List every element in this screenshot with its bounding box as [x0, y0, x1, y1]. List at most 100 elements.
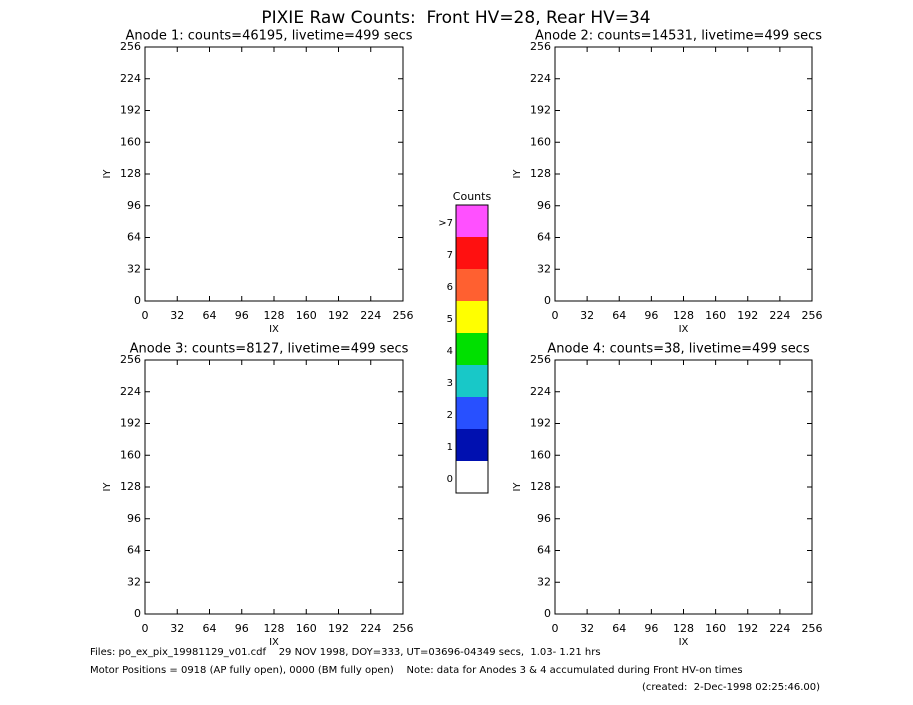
- colorbar-label: 6: [447, 282, 453, 293]
- colorbar-label: 3: [447, 378, 453, 389]
- y-tick-label: 256: [530, 40, 551, 53]
- colorbar-cell: [456, 269, 488, 301]
- plot-frame: [144, 359, 404, 615]
- x-tick-label: 64: [203, 622, 217, 635]
- colorbar-label: 2: [447, 410, 453, 421]
- y-tick-label: 64: [537, 544, 551, 557]
- y-tick-label: 96: [127, 512, 141, 525]
- y-tick-label: 32: [127, 575, 141, 588]
- y-tick-label: 32: [537, 262, 551, 275]
- x-tick-label: 256: [393, 622, 414, 635]
- x-tick-label: 128: [264, 309, 285, 322]
- panel-title: Anode 3: counts=8127, livetime=499 secs: [130, 342, 409, 357]
- colorbar-cell: [456, 237, 488, 269]
- x-tick-label: 0: [142, 622, 149, 635]
- x-tick-label: 0: [552, 309, 559, 322]
- y-tick-label: 160: [530, 448, 551, 461]
- x-tick-label: 192: [328, 622, 349, 635]
- x-tick-label: 192: [737, 309, 758, 322]
- y-tick-label: 96: [127, 199, 141, 212]
- colorbar-label: 5: [447, 314, 453, 325]
- x-axis-label: IX: [269, 324, 279, 335]
- y-tick-label: 96: [537, 199, 551, 212]
- panel-title: Anode 2: counts=14531, livetime=499 secs: [535, 29, 822, 44]
- y-tick-label: 224: [120, 72, 141, 85]
- y-tick-label: 256: [120, 40, 141, 53]
- x-tick-label: 0: [552, 622, 559, 635]
- y-tick-label: 224: [120, 385, 141, 398]
- y-tick-label: 256: [530, 353, 551, 366]
- y-tick-label: 160: [120, 135, 141, 148]
- y-tick-label: 64: [127, 231, 141, 244]
- x-tick-label: 0: [142, 309, 149, 322]
- plot-frame: [144, 46, 404, 302]
- footer-line: Files: po_ex_pix_19981129_v01.cdf 29 NOV…: [90, 647, 601, 658]
- y-tick-label: 160: [120, 448, 141, 461]
- y-tick-label: 64: [127, 544, 141, 557]
- y-tick-label: 0: [134, 607, 141, 620]
- colorbar-label: 4: [447, 346, 453, 357]
- x-tick-label: 160: [705, 309, 726, 322]
- colorbar-label: >7: [438, 218, 453, 229]
- x-tick-label: 96: [235, 622, 249, 635]
- x-tick-label: 96: [644, 622, 658, 635]
- footer-line: Motor Positions = 0918 (AP fully open), …: [90, 665, 743, 676]
- x-tick-label: 256: [802, 622, 823, 635]
- y-axis-label: IY: [102, 482, 113, 492]
- colorbar-frame: [455, 204, 489, 494]
- x-tick-label: 256: [802, 309, 823, 322]
- x-tick-label: 32: [170, 309, 184, 322]
- y-tick-label: 0: [134, 294, 141, 307]
- colorbar-cell: [456, 461, 488, 493]
- y-tick-label: 192: [530, 417, 551, 430]
- panel-title: Anode 1: counts=46195, livetime=499 secs: [125, 29, 412, 44]
- x-tick-label: 160: [705, 622, 726, 635]
- x-tick-label: 96: [644, 309, 658, 322]
- x-axis-label: IX: [269, 637, 279, 648]
- y-tick-label: 256: [120, 353, 141, 366]
- y-axis-label: IY: [512, 482, 523, 492]
- x-tick-label: 224: [360, 622, 381, 635]
- y-tick-label: 128: [120, 167, 141, 180]
- x-tick-label: 192: [737, 622, 758, 635]
- y-tick-label: 160: [530, 135, 551, 148]
- y-tick-label: 128: [530, 480, 551, 493]
- colorbar-cell: [456, 365, 488, 397]
- y-tick-label: 224: [530, 385, 551, 398]
- y-tick-label: 192: [120, 417, 141, 430]
- y-tick-label: 128: [530, 167, 551, 180]
- x-tick-label: 64: [612, 622, 626, 635]
- y-tick-label: 32: [537, 575, 551, 588]
- colorbar-cell: [456, 429, 488, 461]
- colorbar-cell: [456, 333, 488, 365]
- x-tick-label: 96: [235, 309, 249, 322]
- x-axis-label: IX: [679, 324, 689, 335]
- colorbar-label: 1: [447, 442, 453, 453]
- y-tick-label: 96: [537, 512, 551, 525]
- x-tick-label: 64: [203, 309, 217, 322]
- x-tick-label: 160: [296, 309, 317, 322]
- x-tick-label: 160: [296, 622, 317, 635]
- x-tick-label: 224: [769, 309, 790, 322]
- x-tick-label: 128: [264, 622, 285, 635]
- y-tick-label: 192: [120, 104, 141, 117]
- plot-frame: [554, 359, 813, 615]
- x-tick-label: 224: [360, 309, 381, 322]
- y-tick-label: 224: [530, 72, 551, 85]
- x-tick-label: 32: [580, 622, 594, 635]
- y-axis-label: IY: [512, 169, 523, 179]
- y-tick-label: 128: [120, 480, 141, 493]
- y-tick-label: 0: [544, 294, 551, 307]
- x-tick-label: 128: [673, 622, 694, 635]
- colorbar-cell: [456, 301, 488, 333]
- plot-frame: [554, 46, 813, 302]
- y-tick-label: 32: [127, 262, 141, 275]
- x-tick-label: 64: [612, 309, 626, 322]
- x-tick-label: 32: [170, 622, 184, 635]
- colorbar-title: Counts: [453, 190, 492, 203]
- page-title: PIXIE Raw Counts: Front HV=28, Rear HV=3…: [261, 8, 650, 28]
- x-axis-label: IX: [679, 637, 689, 648]
- panel-title: Anode 4: counts=38, livetime=499 secs: [547, 342, 809, 357]
- footer-line: (created: 2-Dec-1998 02:25:46.00): [642, 682, 820, 693]
